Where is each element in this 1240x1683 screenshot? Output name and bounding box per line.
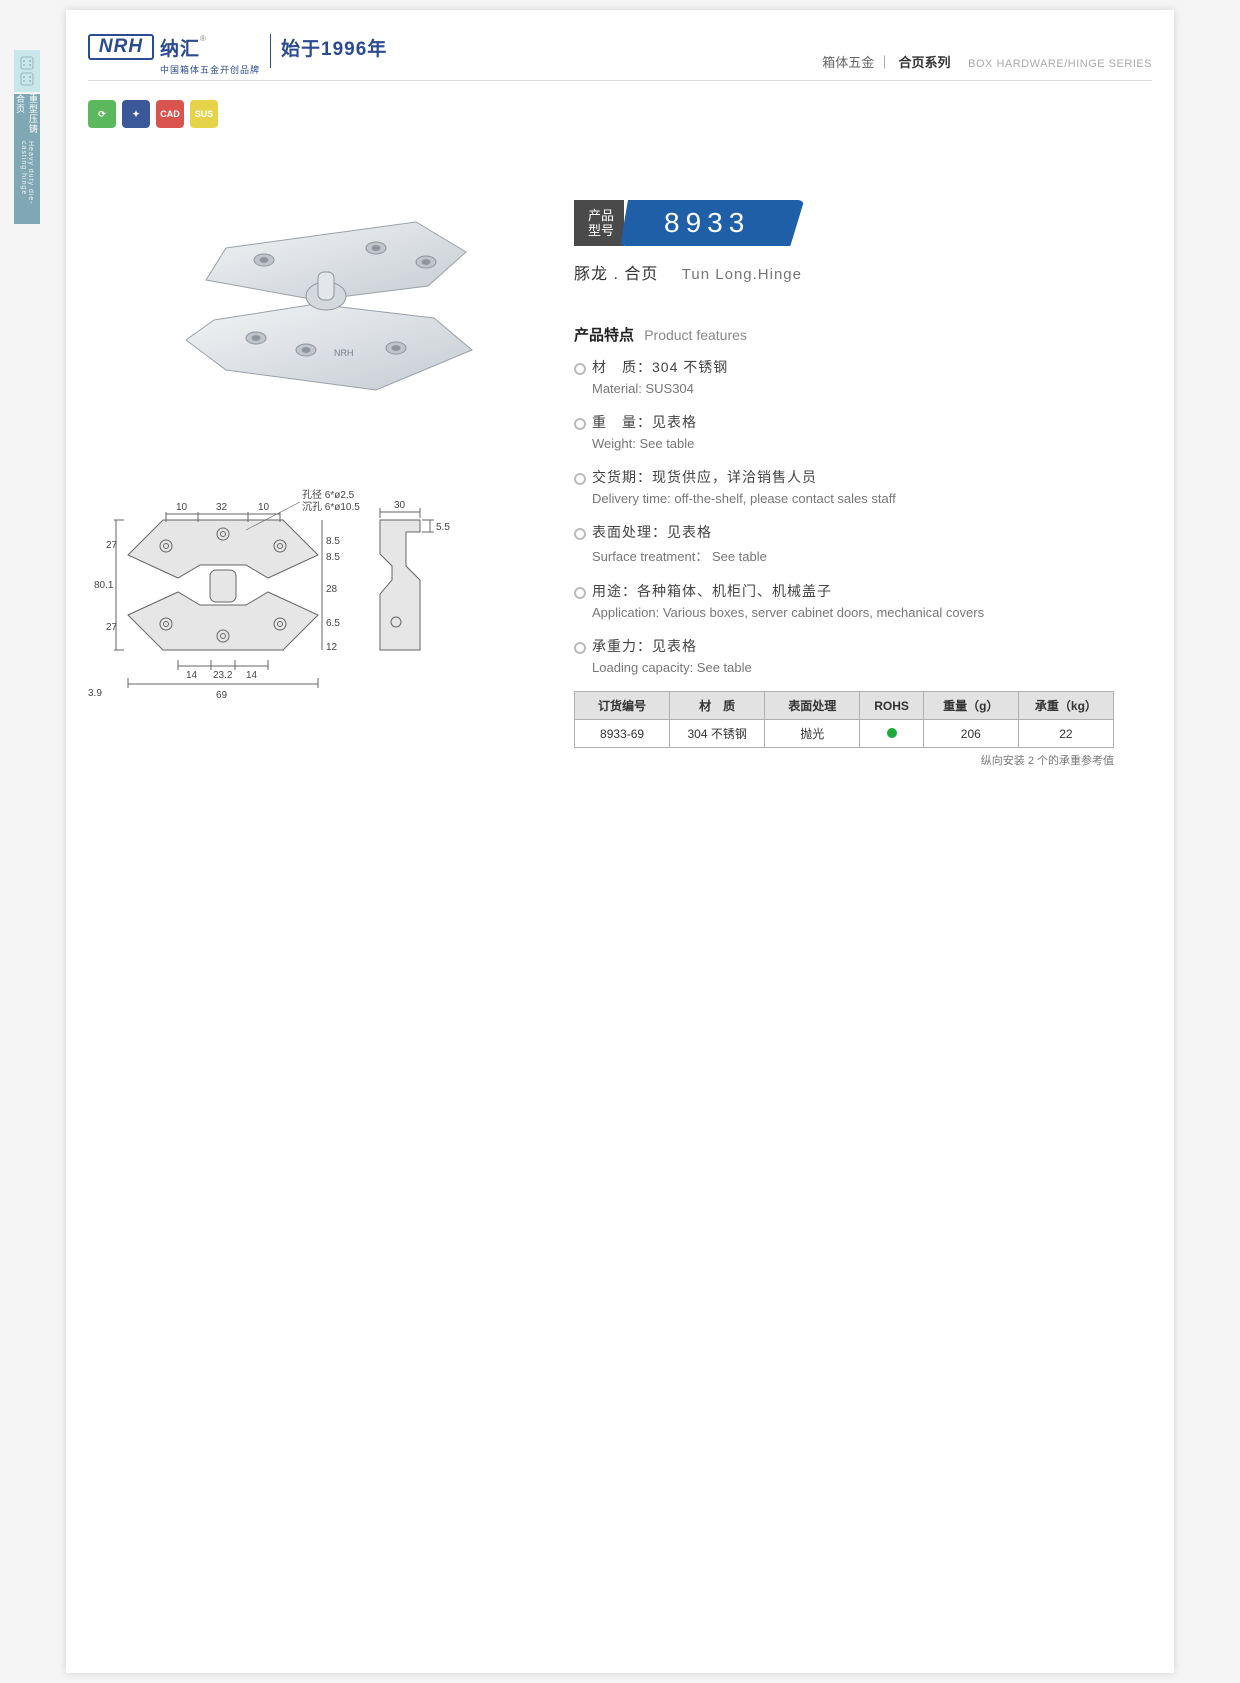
dim-14b: 14	[246, 670, 258, 681]
feature-cn: 交货期：现货供应，详洽销售人员	[592, 467, 1134, 487]
feature-en: Surface treatment： See table	[592, 546, 1134, 565]
page: NRH 纳汇® 中国箱体五金开创品牌 始于1996年 . 箱体五金 ｜ 合页系列…	[66, 10, 1174, 1673]
table-cell: 抛光	[765, 720, 860, 748]
dim-55: 5.5	[436, 522, 450, 533]
dim-69: 69	[216, 690, 228, 701]
logo-brand: 纳汇	[160, 39, 200, 60]
product-subtitle: 豚龙 . 合页 Tun Long.Hinge	[574, 260, 1134, 284]
side-tab-en: Heavy duty die-casting hinge	[20, 141, 34, 225]
logo-since: 始于1996年	[281, 34, 387, 61]
spec-table: 订货编号材 质表面处理ROHS重量（g）承重（kg） 8933-69304 不锈…	[574, 691, 1114, 748]
feature-en: Application: Various boxes, server cabin…	[592, 605, 1134, 620]
feature-cn: 用途：各种箱体、机柜门、机械盖子	[592, 581, 1134, 601]
dim-27a: 27	[106, 540, 118, 551]
table-col-header: 重量（g）	[923, 692, 1018, 720]
feature-cn: 承重力：见表格	[592, 636, 1134, 656]
model-number: 8933	[620, 200, 804, 246]
header-rule	[88, 80, 1152, 81]
table-col-header: 承重（kg）	[1018, 692, 1113, 720]
logo-reg: ®	[200, 34, 207, 43]
dim-30: 30	[394, 500, 406, 511]
rohs-dot-icon	[887, 728, 897, 738]
logo-since-wrap: 始于1996年 .	[281, 34, 387, 73]
logo-divider	[270, 34, 271, 68]
dim-10a: 10	[176, 502, 188, 513]
table-col-header: 材 质	[670, 692, 765, 720]
features-title-cn: 产品特点	[574, 327, 634, 344]
hole-note-2: 沉孔 6*ø10.5	[302, 500, 360, 513]
dim-12: 12	[326, 642, 338, 653]
feature-cn: 表面处理：见表格	[592, 522, 1134, 542]
table-note: 纵向安装 2 个的承重参考值	[574, 752, 1114, 768]
feature-en: Loading capacity: See table	[592, 660, 1134, 675]
table-cell: 206	[923, 720, 1018, 748]
features-title-en: Product features	[644, 327, 747, 343]
dim-28: 28	[326, 584, 338, 595]
dim-232: 23.2	[213, 670, 233, 681]
feature-cn: 材 质：304 不锈钢	[592, 357, 1134, 377]
features-list: 材 质：304 不锈钢 Material: SUS304 重 量：见表格 Weight…	[574, 357, 1134, 675]
feature-item: 交货期：现货供应，详洽销售人员 Delivery time: off-the-sh…	[574, 467, 1134, 506]
badge-cad-icon: CAD	[156, 100, 184, 128]
dim-10b: 10	[258, 502, 270, 513]
table-cell: 304 不锈钢	[670, 720, 765, 748]
logo-brand-line: 纳汇®	[160, 34, 260, 61]
subtitle-en: Tun Long.Hinge	[682, 266, 802, 283]
feature-en: Delivery time: off-the-shelf, please con…	[592, 491, 1134, 506]
dim-85a: 8.5	[326, 536, 340, 547]
dim-39: 3.9	[88, 688, 102, 699]
features-title: 产品特点 Product features	[574, 324, 1134, 345]
feature-item: 表面处理：见表格 Surface treatment： See table	[574, 522, 1134, 565]
logo-mark: NRH	[88, 34, 154, 60]
table-header-row: 订货编号材 质表面处理ROHS重量（g）承重（kg）	[575, 692, 1114, 720]
svg-text:NRH: NRH	[334, 348, 354, 358]
product-rendering: NRH	[166, 200, 486, 420]
feature-item: 用途：各种箱体、机柜门、机械盖子 Application: Various box…	[574, 581, 1134, 620]
dim-65: 6.5	[326, 618, 340, 629]
model-label-1: 产品	[588, 208, 614, 223]
subtitle-cn: 豚龙 . 合页	[574, 266, 658, 283]
side-tab-category: 重型压铸合页 Heavy duty die-casting hinge	[14, 94, 40, 224]
technical-drawing: 10 32 10 80.1 27 27	[88, 480, 458, 730]
dim-32: 32	[216, 502, 228, 513]
logo-text-wrap: 纳汇® 中国箱体五金开创品牌	[160, 34, 260, 76]
dim-80: 80.1	[94, 580, 114, 591]
model-label: 产品 型号	[574, 200, 624, 246]
logo-sub: 中国箱体五金开创品牌	[160, 63, 260, 76]
page-header: NRH 纳汇® 中国箱体五金开创品牌 始于1996年 . 箱体五金 ｜ 合页系列…	[88, 34, 1152, 84]
side-tab-cn: 重型压铸合页	[14, 94, 40, 137]
table-col-header: ROHS	[860, 692, 923, 720]
table-col-header: 表面处理	[765, 692, 860, 720]
hole-note-1: 孔径 6*ø2.5	[302, 488, 355, 501]
badge-row: ⟳ ✦ CAD SUS	[88, 100, 218, 128]
header-cat-1: 箱体五金	[822, 55, 874, 70]
right-column: 产品 型号 8933 豚龙 . 合页 Tun Long.Hinge 产品特点 P…	[574, 200, 1134, 768]
model-label-2: 型号	[588, 223, 614, 238]
dim-85b: 8.5	[326, 552, 340, 563]
model-row: 产品 型号 8933	[574, 200, 1134, 246]
feature-item: 承重力：见表格 Loading capacity: See table	[574, 636, 1134, 675]
header-cat-en: BOX HARDWARE/HINGE SERIES	[968, 58, 1152, 70]
table-cell: 8933-69	[575, 720, 670, 748]
badge-tool-icon: ✦	[122, 100, 150, 128]
table-col-header: 订货编号	[575, 692, 670, 720]
dim-14a: 14	[186, 670, 198, 681]
feature-cn: 重 量：见表格	[592, 412, 1134, 432]
hinge-mini-icon	[20, 56, 34, 86]
feature-en: Weight: See table	[592, 436, 1134, 451]
dim-27b: 27	[106, 622, 118, 633]
feature-item: 材 质：304 不锈钢 Material: SUS304	[574, 357, 1134, 396]
header-category: 箱体五金 ｜ 合页系列 BOX HARDWARE/HINGE SERIES	[822, 52, 1152, 71]
feature-item: 重 量：见表格 Weight: See table	[574, 412, 1134, 451]
side-tab-icon	[14, 50, 40, 92]
logo-block: NRH 纳汇® 中国箱体五金开创品牌 始于1996年 .	[88, 34, 387, 76]
features-block: 产品特点 Product features 材 质：304 不锈钢 Materia…	[574, 324, 1134, 675]
header-cat-2: 合页系列	[899, 55, 951, 70]
table-cell: 22	[1018, 720, 1113, 748]
table-cell	[860, 720, 923, 748]
badge-sus-icon: SUS	[190, 100, 218, 128]
badge-recycle-icon: ⟳	[88, 100, 116, 128]
table-row: 8933-69304 不锈钢抛光 20622	[575, 720, 1114, 748]
feature-en: Material: SUS304	[592, 381, 1134, 396]
